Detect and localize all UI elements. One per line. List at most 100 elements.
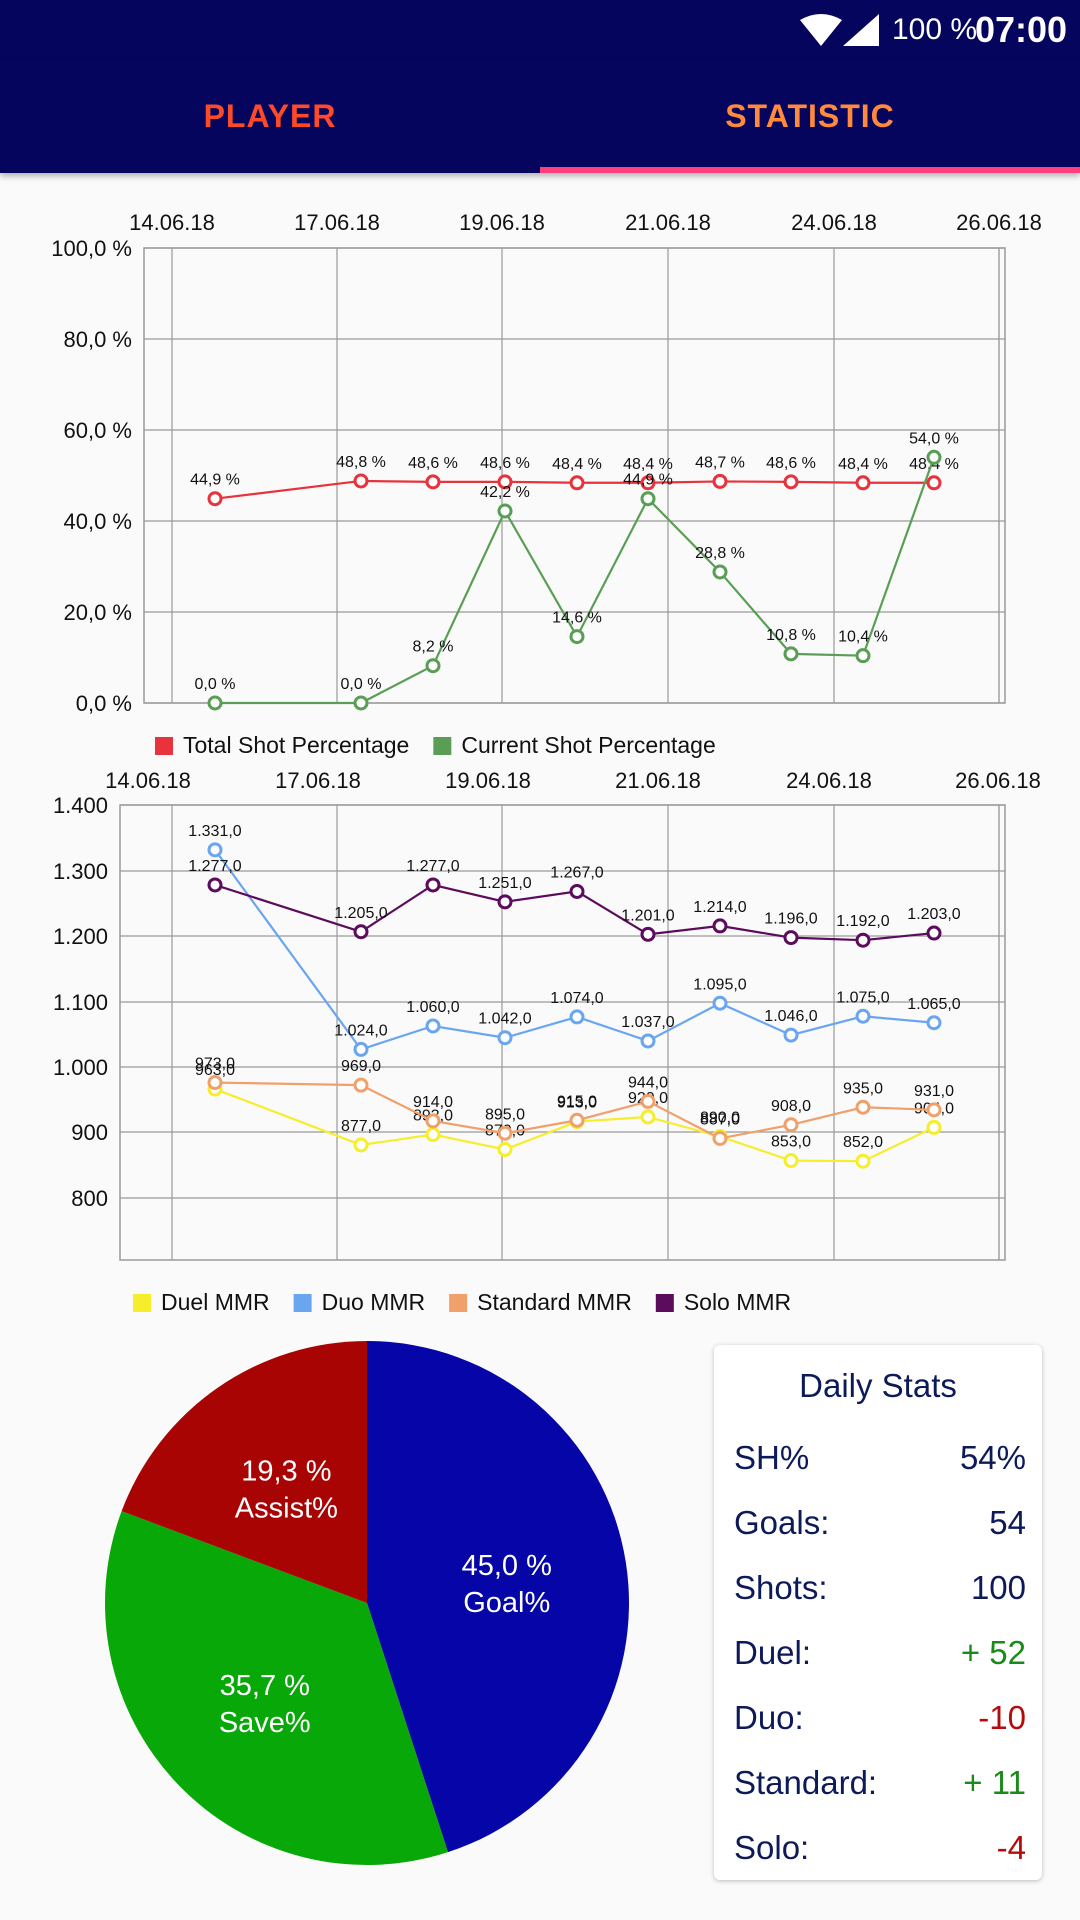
- data-point: [425, 658, 441, 674]
- tab-player[interactable]: PLAYER: [203, 98, 337, 134]
- data-point: [353, 473, 369, 489]
- data-label: 1.192,0: [836, 913, 889, 930]
- mmr-chart: 14.06.18 17.06.18 19.06.18 21.06.18 24.06.18…: [53, 770, 1041, 1315]
- data-point: [926, 449, 942, 465]
- data-label: 1.024,0: [334, 1022, 387, 1039]
- data-label: 10,8 %: [766, 627, 816, 644]
- pie-slice-value: 19,3 %: [241, 1456, 331, 1488]
- status-bar: 100 % 07:00: [0, 0, 1080, 60]
- data-label: 1.046,0: [764, 1008, 817, 1025]
- data-label: 42,2 %: [480, 484, 530, 501]
- data-point: [497, 503, 513, 519]
- y-tick-label: 100,0 %: [51, 236, 132, 261]
- series-line: [215, 456, 936, 705]
- wifi-icon: [800, 14, 842, 46]
- data-label: 48,6 %: [480, 455, 530, 472]
- legend-swatch: [293, 1294, 312, 1312]
- data-point: [425, 1113, 441, 1129]
- daily-stat-row: Solo: -4: [734, 1823, 1026, 1873]
- data-label: 914,0: [413, 1094, 453, 1111]
- data-label: 1.060,0: [406, 999, 459, 1016]
- data-point: [855, 1153, 871, 1169]
- data-point: [569, 1009, 585, 1025]
- data-point: [497, 1125, 513, 1141]
- daily-stat-value: 100: [970, 1569, 1026, 1606]
- daily-stat-row: Shots: 100: [734, 1563, 1026, 1613]
- battery-level: 100 %: [892, 13, 978, 46]
- data-point: [640, 475, 656, 491]
- x-tick-label: 26.06.18: [956, 210, 1042, 235]
- daily-stats-title: Daily Stats: [799, 1367, 957, 1404]
- daily-stat-value: 54: [989, 1504, 1026, 1541]
- x-tick-label: 26.06.18: [955, 770, 1041, 793]
- daily-stat-row: Duel: + 52: [734, 1628, 1026, 1678]
- data-point: [569, 475, 585, 491]
- data-point: [569, 629, 585, 645]
- x-tick-label: 17.06.18: [294, 210, 380, 235]
- legend-swatch: [433, 737, 452, 755]
- data-point: [926, 1119, 942, 1135]
- data-point: [207, 1075, 223, 1091]
- data-point: [855, 1008, 871, 1024]
- clock: 07:00: [975, 9, 1068, 50]
- daily-stat-label: Standard:: [734, 1764, 878, 1801]
- data-point: [497, 894, 513, 910]
- data-point: [353, 1041, 369, 1057]
- daily-stat-label: Duo:: [734, 1699, 804, 1736]
- legend-label: Duo MMR: [322, 1289, 426, 1315]
- data-point: [855, 1099, 871, 1115]
- data-point: [353, 1077, 369, 1093]
- data-label: 1.331,0: [188, 823, 241, 840]
- data-label: 1.267,0: [550, 864, 603, 881]
- legend-label: Current Shot Percentage: [461, 732, 715, 758]
- data-point: [712, 564, 728, 580]
- pie-slice: [104, 1511, 448, 1865]
- data-label: 48,4 %: [552, 456, 602, 473]
- contribution-pie-chart: 45,0 % Goal% 35,7 % Save% 19,3 % Assist%: [104, 1341, 630, 1865]
- x-tick-label: 14.06.18: [129, 210, 215, 235]
- x-tick-label: 21.06.18: [625, 210, 711, 235]
- data-point: [425, 1127, 441, 1143]
- data-label: 10,4 %: [838, 629, 888, 646]
- data-point: [497, 474, 513, 490]
- legend-swatch: [655, 1294, 674, 1312]
- data-label: 44,9 %: [190, 472, 240, 489]
- data-point: [425, 1018, 441, 1034]
- data-point: [207, 842, 223, 858]
- data-label: 28,8 %: [695, 545, 745, 562]
- x-tick-label: 14.06.18: [105, 770, 191, 793]
- daily-stat-label: Goals:: [734, 1504, 830, 1541]
- data-label: 8,2 %: [413, 639, 454, 656]
- pie-slice: [121, 1341, 367, 1603]
- daily-stat-value: 54%: [959, 1439, 1026, 1476]
- daily-stat-row: SH% 54%: [734, 1433, 1026, 1483]
- data-point: [712, 995, 728, 1011]
- legend-label: Total Shot Percentage: [183, 732, 409, 758]
- x-tick-label: 17.06.18: [275, 770, 361, 793]
- data-label: 973,0: [195, 1056, 235, 1073]
- tab-statistic[interactable]: STATISTIC: [725, 98, 895, 134]
- daily-stat-label: SH%: [734, 1439, 810, 1476]
- shot-percentage-chart: 14.06.18 17.06.18 19.06.18 21.06.18 24.06.18…: [51, 210, 1042, 758]
- data-label: 895,0: [485, 1106, 525, 1123]
- data-label: 963,0: [195, 1062, 235, 1079]
- data-label: 853,0: [771, 1134, 811, 1151]
- data-point: [353, 695, 369, 711]
- data-label: 1.251,0: [478, 875, 531, 892]
- data-label: 1.277,0: [406, 858, 459, 875]
- data-point: [783, 1027, 799, 1043]
- y-tick-label: 900: [71, 1120, 108, 1145]
- data-label: 1.074,0: [550, 990, 603, 1007]
- y-tick-label: 800: [71, 1186, 108, 1211]
- daily-stat-value: + 11: [963, 1764, 1026, 1801]
- data-label: 1.042,0: [478, 1011, 531, 1028]
- data-label: 48,7 %: [695, 454, 745, 471]
- data-point: [207, 491, 223, 507]
- data-point: [855, 932, 871, 948]
- daily-stat-row: Goals: 54: [734, 1498, 1026, 1548]
- data-label: 1.075,0: [836, 989, 889, 1006]
- data-point: [712, 918, 728, 934]
- y-tick-label: 1.400: [53, 793, 108, 818]
- legend-swatch: [133, 1294, 151, 1312]
- data-point: [640, 1033, 656, 1049]
